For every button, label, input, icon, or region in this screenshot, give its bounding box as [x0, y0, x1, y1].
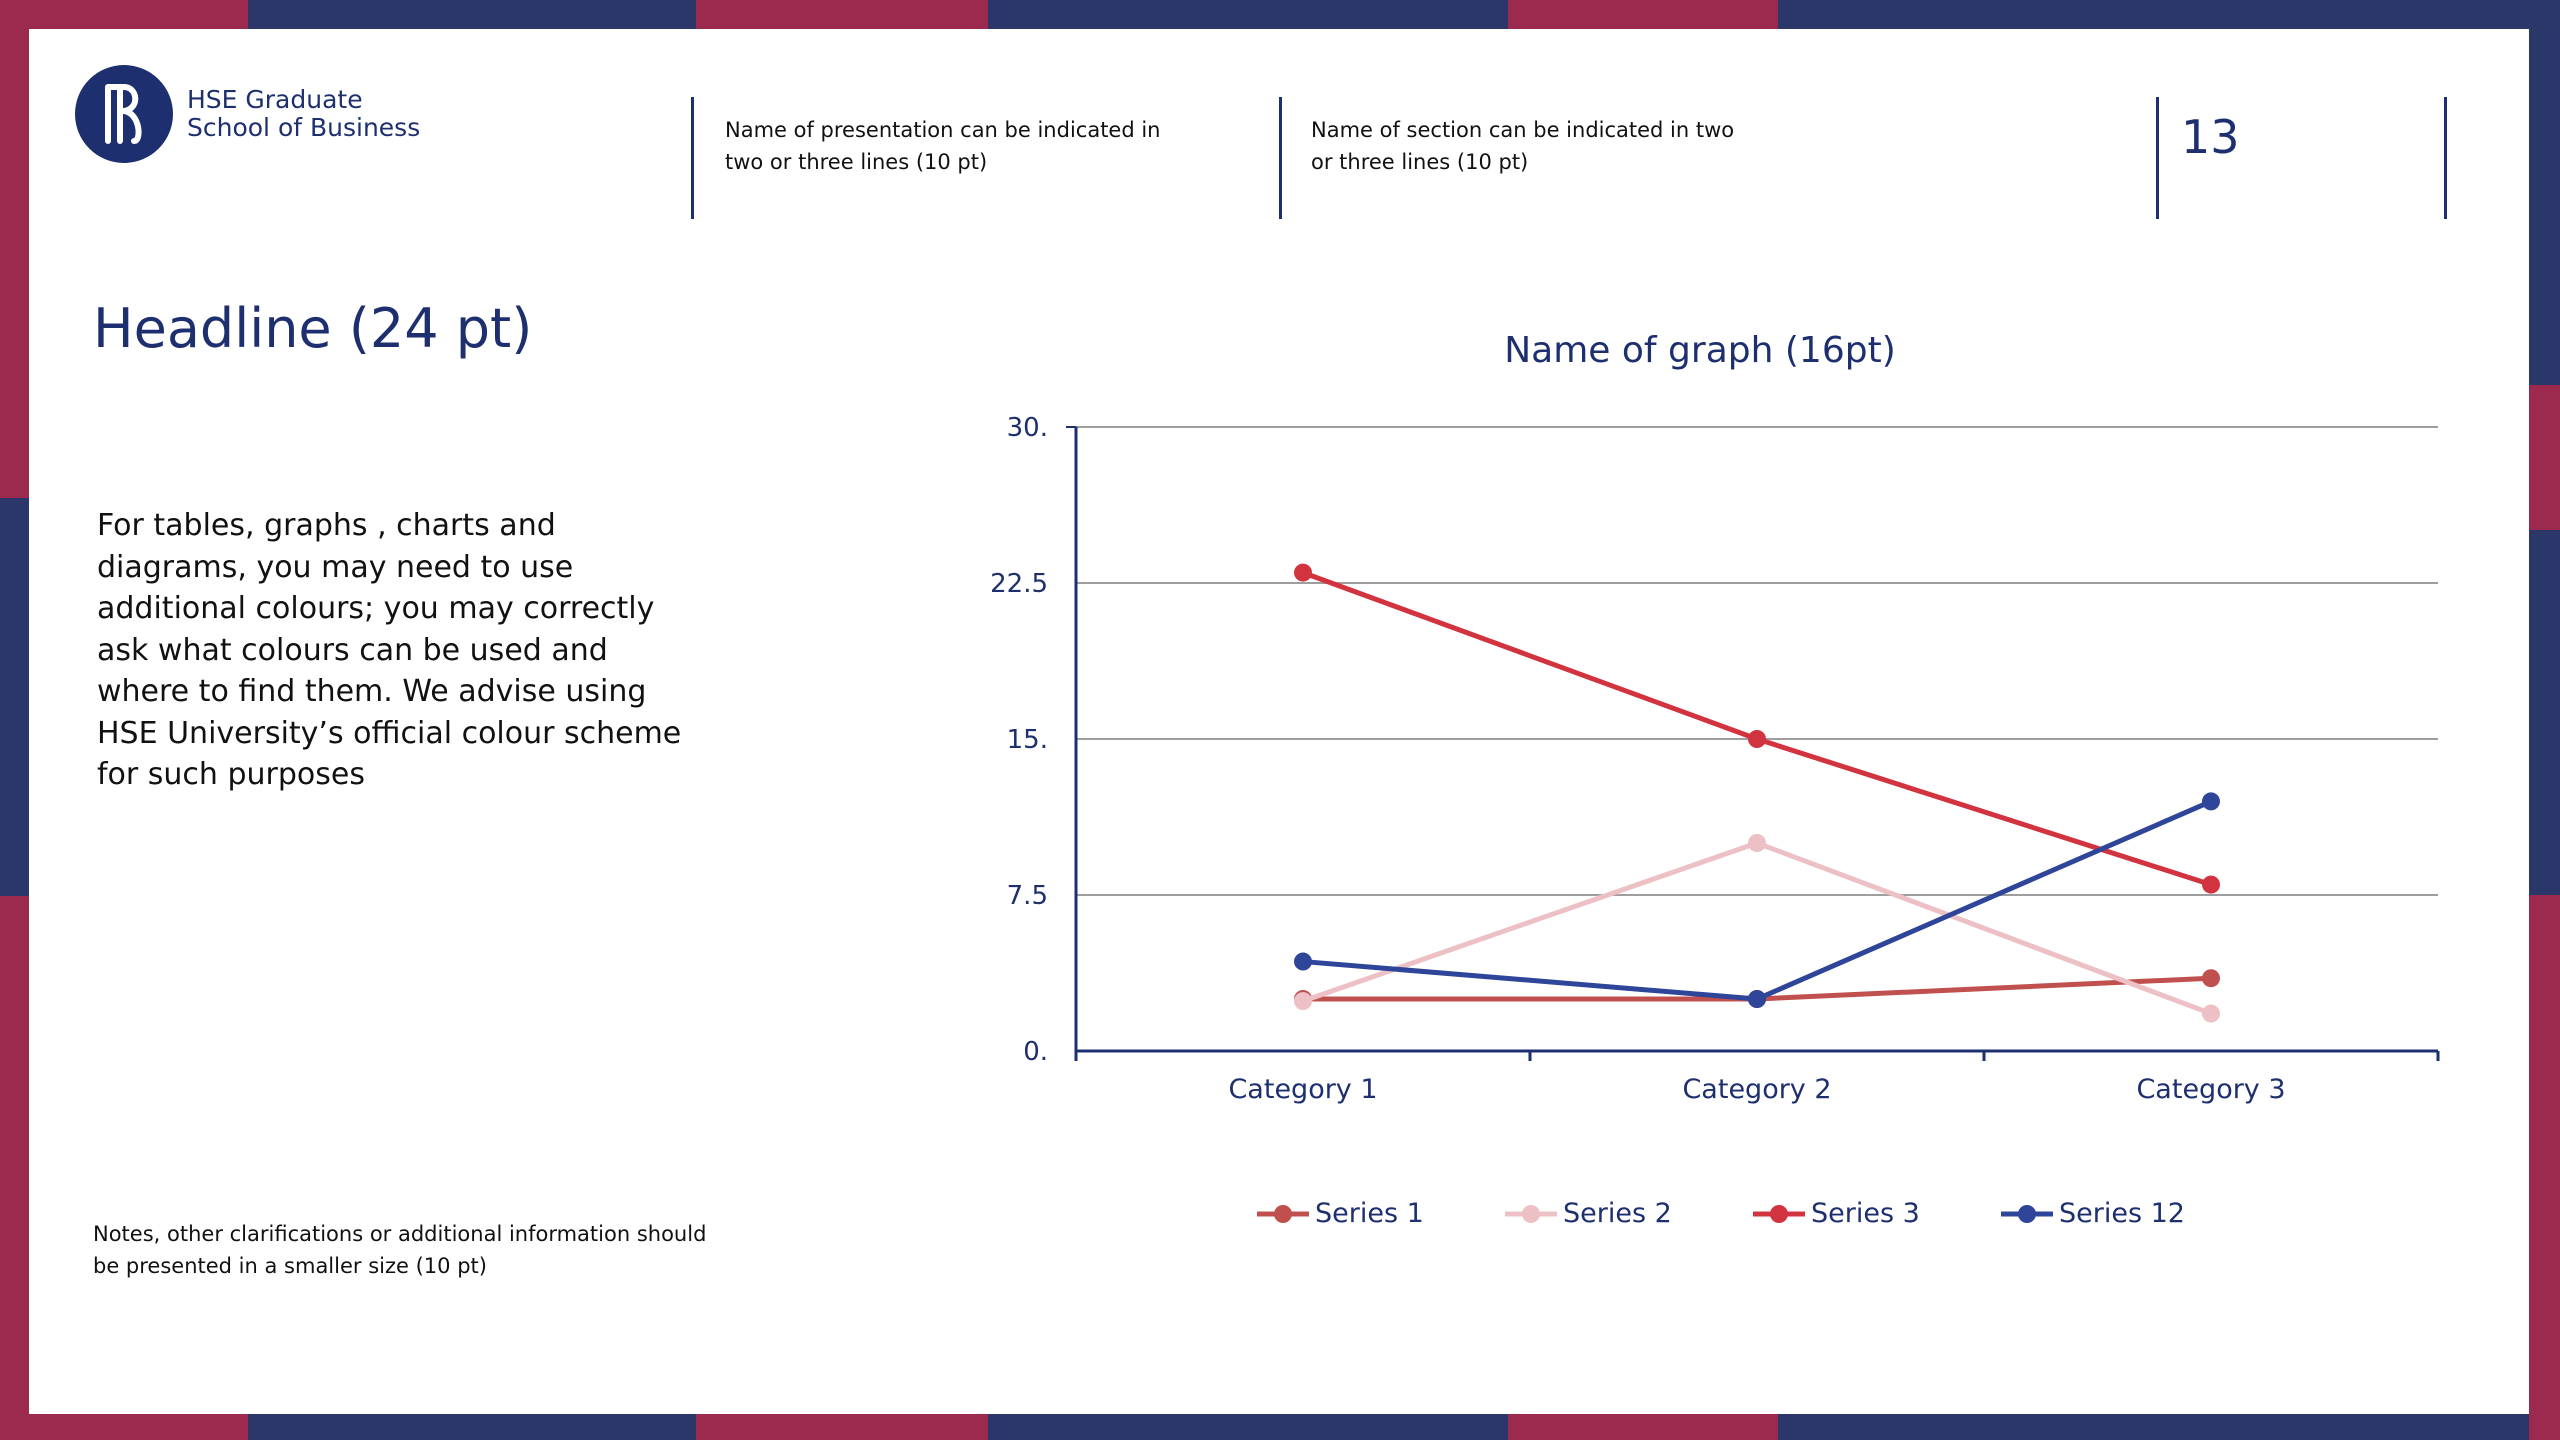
logo-line1: HSE Graduate — [187, 85, 363, 114]
series-point — [1748, 834, 1766, 852]
headline: Headline (24 pt) — [93, 297, 533, 360]
frame-bottom-4 — [988, 1414, 1508, 1440]
frame-left-1 — [0, 0, 29, 498]
x-tick-label: Category 3 — [2136, 1074, 2285, 1105]
legend-swatch — [1505, 1204, 1557, 1223]
legend-label: Series 12 — [2059, 1198, 2185, 1229]
section-name-line2: or three lines (10 pt) — [1311, 150, 1529, 174]
header-divider-3 — [2156, 97, 2159, 219]
frame-top-diamond — [988, 0, 1508, 29]
y-tick-label: 15. — [1007, 725, 1048, 755]
page-number: 13 — [2181, 110, 2240, 164]
series-point — [1294, 563, 1312, 582]
series-line — [1302, 799, 2212, 1002]
frame-top-1 — [0, 0, 248, 29]
legend-label: Series 3 — [1811, 1198, 1920, 1229]
body-line: where to find them. We advise using — [97, 674, 647, 709]
legend-label: Series 1 — [1315, 1198, 1424, 1229]
header-divider-1 — [691, 97, 694, 219]
legend-label: Series 2 — [1563, 1198, 1672, 1229]
series-point — [1294, 952, 1312, 971]
frame-bottom-3 — [696, 1414, 988, 1440]
x-tick-label: Category 2 — [1682, 1074, 1831, 1105]
header-divider-2 — [1279, 97, 1282, 219]
series-point — [2202, 1004, 2220, 1023]
notes-line: be presented in a smaller size (10 pt) — [93, 1254, 487, 1278]
section-name: Name of section can be indicated in two … — [1311, 114, 1851, 178]
y-tick-label: 0. — [1023, 1037, 1048, 1067]
series-point — [1748, 990, 1766, 1008]
body-line: additional colours; you may correctly — [97, 591, 655, 626]
section-name-line1: Name of section can be indicated in two — [1311, 118, 1735, 142]
frame-bottom-5 — [1508, 1414, 1778, 1440]
frame-bottom-2 — [248, 1414, 696, 1440]
body-text: For tables, graphs , charts and diagrams… — [97, 505, 717, 796]
frame-top-2 — [248, 0, 696, 29]
series-point — [1294, 992, 1312, 1011]
legend-swatch — [1753, 1204, 1805, 1223]
logo-text: HSE Graduate School of Business — [187, 86, 420, 142]
frame-top-4 — [1778, 0, 2560, 29]
body-line: For tables, graphs , charts and — [97, 508, 556, 543]
frame-left-3 — [0, 896, 29, 1440]
hse-logo: HSE Graduate School of Business — [75, 65, 420, 163]
y-tick-label: 7.5 — [1007, 881, 1048, 911]
y-tick-label: 30. — [1007, 413, 1048, 443]
legend-swatch — [1257, 1204, 1309, 1223]
frame-bottom-1 — [0, 1414, 248, 1440]
presentation-name-line1: Name of presentation can be indicated in — [725, 118, 1161, 142]
series-point — [2202, 969, 2220, 988]
slide — [29, 29, 2529, 1414]
hse-logo-icon — [75, 65, 173, 163]
legend-swatch — [2001, 1204, 2053, 1223]
y-tick-label: 22.5 — [990, 569, 1048, 599]
body-line: diagrams, you may need to use — [97, 549, 574, 585]
body-line: HSE University’s official colour scheme — [97, 715, 682, 751]
frame-right-1 — [2529, 0, 2560, 385]
frame-left-2 — [0, 498, 29, 896]
notes-line: Notes, other clarifications or additiona… — [93, 1222, 707, 1246]
series-line — [1302, 840, 2212, 1016]
frame-right-4 — [2529, 895, 2560, 1440]
body-line: ask what colours can be used and — [97, 632, 608, 668]
legend-item: Series 12 — [2001, 1198, 2185, 1229]
legend-item: Series 3 — [1753, 1198, 1920, 1229]
logo-line2: School of Business — [187, 113, 421, 142]
notes: Notes, other clarifications or additiona… — [93, 1218, 813, 1282]
series-point — [1748, 730, 1766, 748]
frame-right-2 — [2529, 385, 2560, 530]
frame-bottom-6 — [1778, 1414, 2560, 1440]
header-divider-4 — [2444, 97, 2447, 219]
legend-item: Series 2 — [1505, 1198, 1672, 1229]
chart-title: Name of graph (16pt) — [1504, 330, 1896, 371]
presentation-name-line2: two or three lines (10 pt) — [725, 150, 988, 174]
body-line: for such purposes — [97, 757, 365, 792]
presentation-name: Name of presentation can be indicated in… — [725, 114, 1265, 178]
legend-item: Series 1 — [1257, 1198, 1424, 1229]
series-point — [2202, 875, 2220, 894]
x-tick-label: Category 1 — [1228, 1074, 1377, 1105]
series-point — [2202, 792, 2220, 811]
frame-right-3 — [2529, 530, 2560, 895]
